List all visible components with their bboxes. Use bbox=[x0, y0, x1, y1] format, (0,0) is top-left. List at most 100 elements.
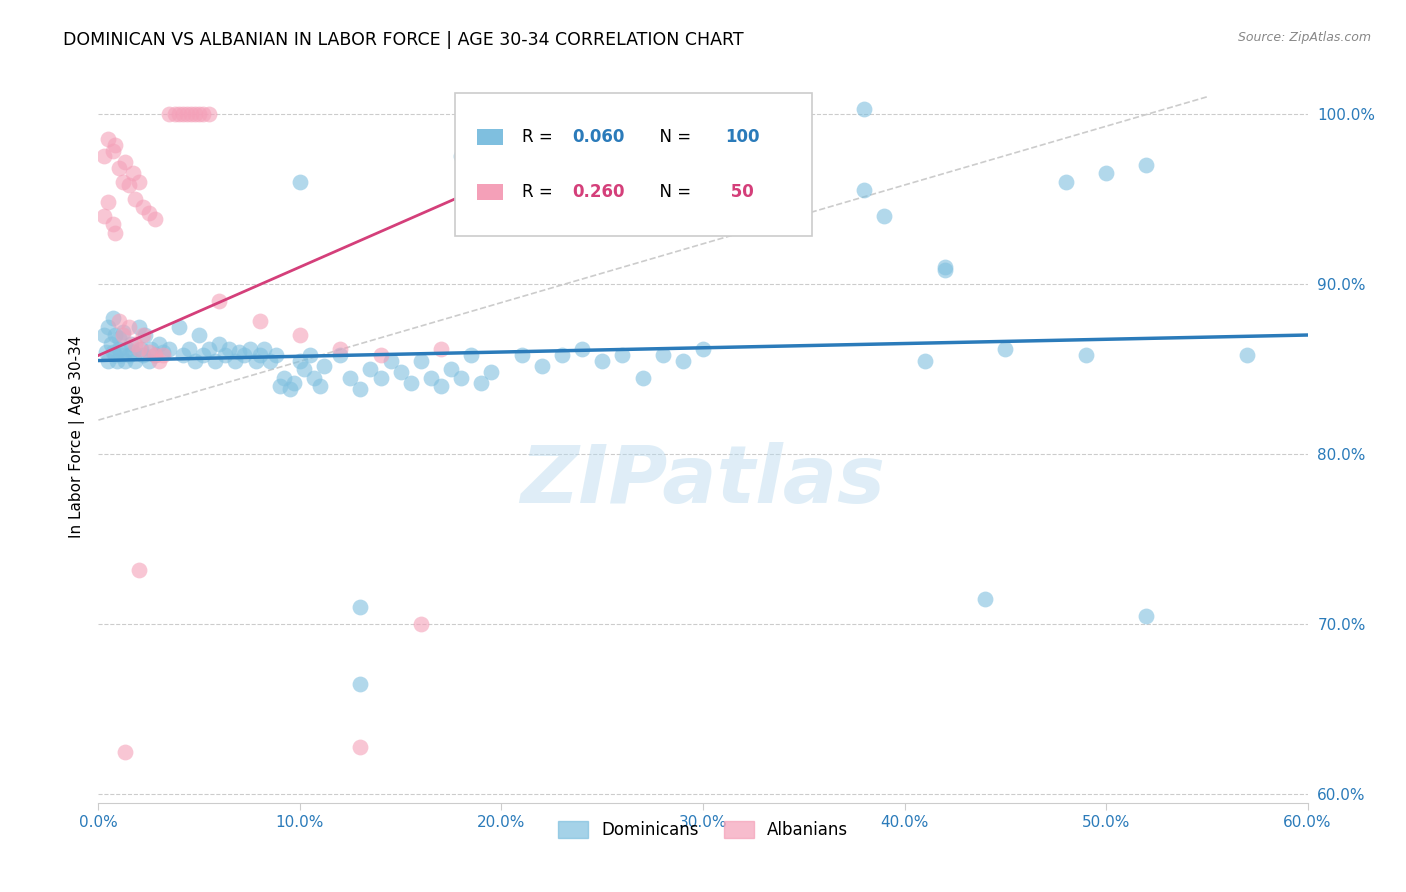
Point bbox=[204, 353, 226, 368]
Point bbox=[208, 336, 231, 351]
Point bbox=[128, 563, 150, 577]
Point bbox=[198, 107, 221, 121]
Point bbox=[1095, 166, 1118, 180]
Point bbox=[551, 348, 574, 362]
FancyBboxPatch shape bbox=[477, 184, 503, 200]
Text: DOMINICAN VS ALBANIAN IN LABOR FORCE | AGE 30-34 CORRELATION CHART: DOMINICAN VS ALBANIAN IN LABOR FORCE | A… bbox=[63, 31, 744, 49]
Point bbox=[1236, 348, 1258, 362]
Point bbox=[118, 319, 141, 334]
Text: R =: R = bbox=[522, 128, 558, 146]
Point bbox=[208, 293, 231, 308]
Point bbox=[853, 183, 876, 197]
Point bbox=[612, 348, 634, 362]
Point bbox=[259, 353, 281, 368]
Point bbox=[107, 161, 129, 176]
Point bbox=[1074, 348, 1097, 362]
Point bbox=[360, 362, 382, 376]
Point bbox=[103, 348, 125, 362]
Point bbox=[349, 383, 371, 397]
Point bbox=[93, 328, 115, 343]
Point bbox=[188, 107, 211, 121]
Point bbox=[349, 739, 371, 754]
Point bbox=[631, 192, 654, 206]
Point bbox=[309, 379, 332, 393]
Point bbox=[105, 353, 128, 368]
FancyBboxPatch shape bbox=[477, 129, 503, 145]
Point bbox=[148, 336, 170, 351]
Point bbox=[97, 319, 120, 334]
Point bbox=[329, 342, 352, 356]
Point bbox=[184, 353, 207, 368]
Point bbox=[420, 370, 443, 384]
FancyBboxPatch shape bbox=[456, 94, 811, 235]
Point bbox=[934, 260, 956, 274]
Point bbox=[253, 342, 276, 356]
Legend: Dominicans, Albanians: Dominicans, Albanians bbox=[551, 814, 855, 846]
Point bbox=[288, 353, 311, 368]
Point bbox=[224, 353, 246, 368]
Point bbox=[103, 137, 125, 152]
Point bbox=[179, 342, 201, 356]
Point bbox=[450, 149, 472, 163]
Point bbox=[339, 370, 361, 384]
Point bbox=[157, 342, 180, 356]
Point bbox=[124, 336, 146, 351]
Point bbox=[132, 348, 155, 362]
Point bbox=[1135, 158, 1157, 172]
Point bbox=[389, 366, 412, 380]
Point bbox=[292, 362, 315, 376]
Point bbox=[114, 745, 136, 759]
Point bbox=[167, 319, 190, 334]
Y-axis label: In Labor Force | Age 30-34: In Labor Force | Age 30-34 bbox=[69, 335, 84, 539]
Point bbox=[399, 376, 422, 390]
Point bbox=[329, 348, 352, 362]
Point bbox=[914, 353, 936, 368]
Point bbox=[994, 342, 1017, 356]
Point bbox=[245, 353, 267, 368]
Point bbox=[188, 328, 211, 343]
Point bbox=[120, 336, 142, 351]
Point bbox=[110, 348, 132, 362]
Point bbox=[239, 342, 262, 356]
Point bbox=[198, 342, 221, 356]
Point bbox=[118, 348, 141, 362]
Point bbox=[934, 263, 956, 277]
Text: 0.060: 0.060 bbox=[572, 128, 624, 146]
Point bbox=[249, 348, 271, 362]
Point bbox=[1135, 608, 1157, 623]
Point bbox=[93, 149, 115, 163]
Point bbox=[124, 192, 146, 206]
Point bbox=[152, 345, 174, 359]
Point bbox=[114, 154, 136, 169]
Point bbox=[163, 107, 186, 121]
Text: 100: 100 bbox=[724, 128, 759, 146]
Point bbox=[128, 175, 150, 189]
Point bbox=[692, 342, 714, 356]
Point bbox=[101, 311, 124, 326]
Point bbox=[101, 218, 124, 232]
Point bbox=[103, 226, 125, 240]
Point bbox=[349, 677, 371, 691]
Text: R =: R = bbox=[522, 183, 558, 201]
Point bbox=[288, 328, 311, 343]
Point bbox=[184, 107, 207, 121]
Text: ZIPatlas: ZIPatlas bbox=[520, 442, 886, 520]
Point bbox=[302, 370, 325, 384]
Point bbox=[283, 376, 305, 390]
Point bbox=[470, 376, 492, 390]
Point bbox=[752, 103, 775, 118]
Point bbox=[228, 345, 250, 359]
Point bbox=[101, 145, 124, 159]
Point bbox=[853, 102, 876, 116]
Text: 0.260: 0.260 bbox=[572, 183, 624, 201]
Text: N =: N = bbox=[648, 183, 696, 201]
Point bbox=[107, 331, 129, 345]
Point bbox=[148, 353, 170, 368]
Point bbox=[1054, 175, 1077, 189]
Point bbox=[380, 353, 402, 368]
Point bbox=[249, 314, 271, 328]
Point bbox=[132, 201, 155, 215]
Point bbox=[651, 348, 673, 362]
Point bbox=[278, 383, 301, 397]
Point bbox=[121, 345, 143, 359]
